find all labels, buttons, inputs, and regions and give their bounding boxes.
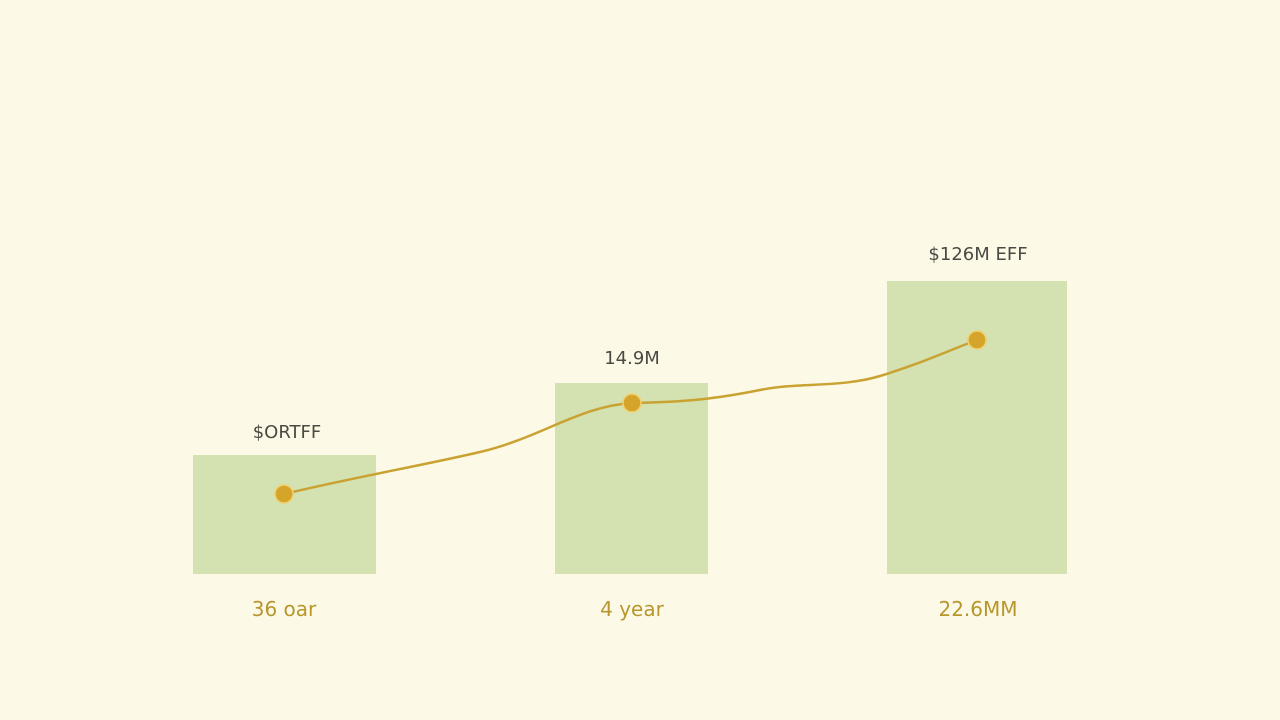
- top-label: $126M EFF: [928, 244, 1027, 265]
- marker: [622, 393, 642, 413]
- marker: [967, 330, 987, 350]
- top-label: $ORTFF: [253, 422, 322, 443]
- top-label: 14.9M: [604, 348, 660, 369]
- bar: [887, 281, 1067, 574]
- markers: [274, 330, 987, 504]
- trend-line: [283, 338, 978, 496]
- bottom-label: 4 year: [600, 597, 664, 621]
- bottom-label: 36 oar: [252, 597, 317, 621]
- bar: [193, 455, 376, 574]
- bottom-label: 22.6MM: [938, 597, 1017, 621]
- marker: [274, 484, 294, 504]
